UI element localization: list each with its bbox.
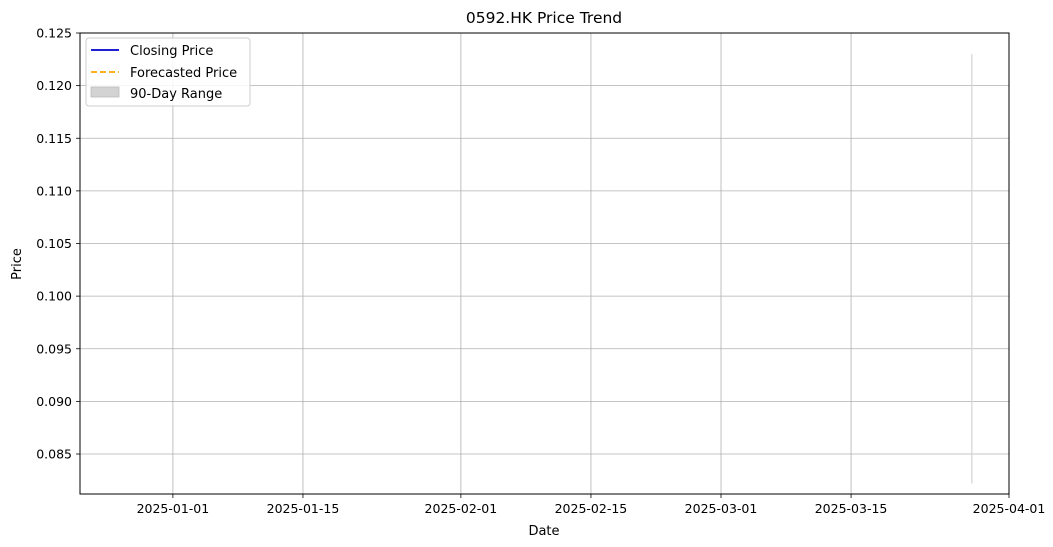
range-band [971, 54, 973, 484]
y-tick-label: 0.110 [36, 183, 72, 198]
x-tick-label: 2025-01-01 [137, 501, 210, 516]
legend-range-swatch [90, 86, 120, 98]
legend-closing-price-label: Closing Price [130, 44, 213, 59]
range-band-layer [971, 54, 973, 484]
y-axis-title: Price [10, 248, 25, 280]
x-axis-title: Date [528, 524, 559, 539]
y-tick-label: 0.100 [36, 289, 72, 304]
x-tick-label: 2025-01-15 [267, 501, 340, 516]
y-tick-label: 0.115 [36, 131, 72, 146]
plot-frame [79, 32, 1010, 495]
legend: Closing Price Forecasted Price 90-Day Ra… [85, 37, 251, 107]
x-tick-label: 2025-04-01 [973, 501, 1046, 516]
legend-range-label: 90-Day Range [130, 87, 222, 102]
x-tick-label: 2025-02-15 [555, 501, 628, 516]
x-axis-ticks: 2025-01-01 2025-01-15 2025-02-01 2025-02-15… [137, 494, 1046, 516]
x-tick-label: 2025-03-01 [685, 501, 758, 516]
x-tick-label: 2025-03-15 [815, 501, 888, 516]
y-tick-label: 0.085 [36, 447, 72, 462]
y-tick-label: 0.120 [36, 78, 72, 93]
y-axis-ticks: 0.085 0.090 0.095 0.100 0.105 0.110 0.115 0.120… [36, 26, 80, 462]
y-tick-label: 0.090 [36, 394, 72, 409]
legend-box [85, 37, 251, 107]
y-tick-label: 0.105 [36, 236, 72, 251]
chart-title: 0592.HK Price Trend [466, 9, 622, 27]
x-tick-label: 2025-02-01 [425, 501, 498, 516]
grid-lines [80, 32, 1010, 494]
y-tick-label: 0.095 [36, 341, 72, 356]
y-tick-label: 0.125 [36, 26, 72, 41]
legend-forecasted-price-label: Forecasted Price [130, 66, 237, 81]
